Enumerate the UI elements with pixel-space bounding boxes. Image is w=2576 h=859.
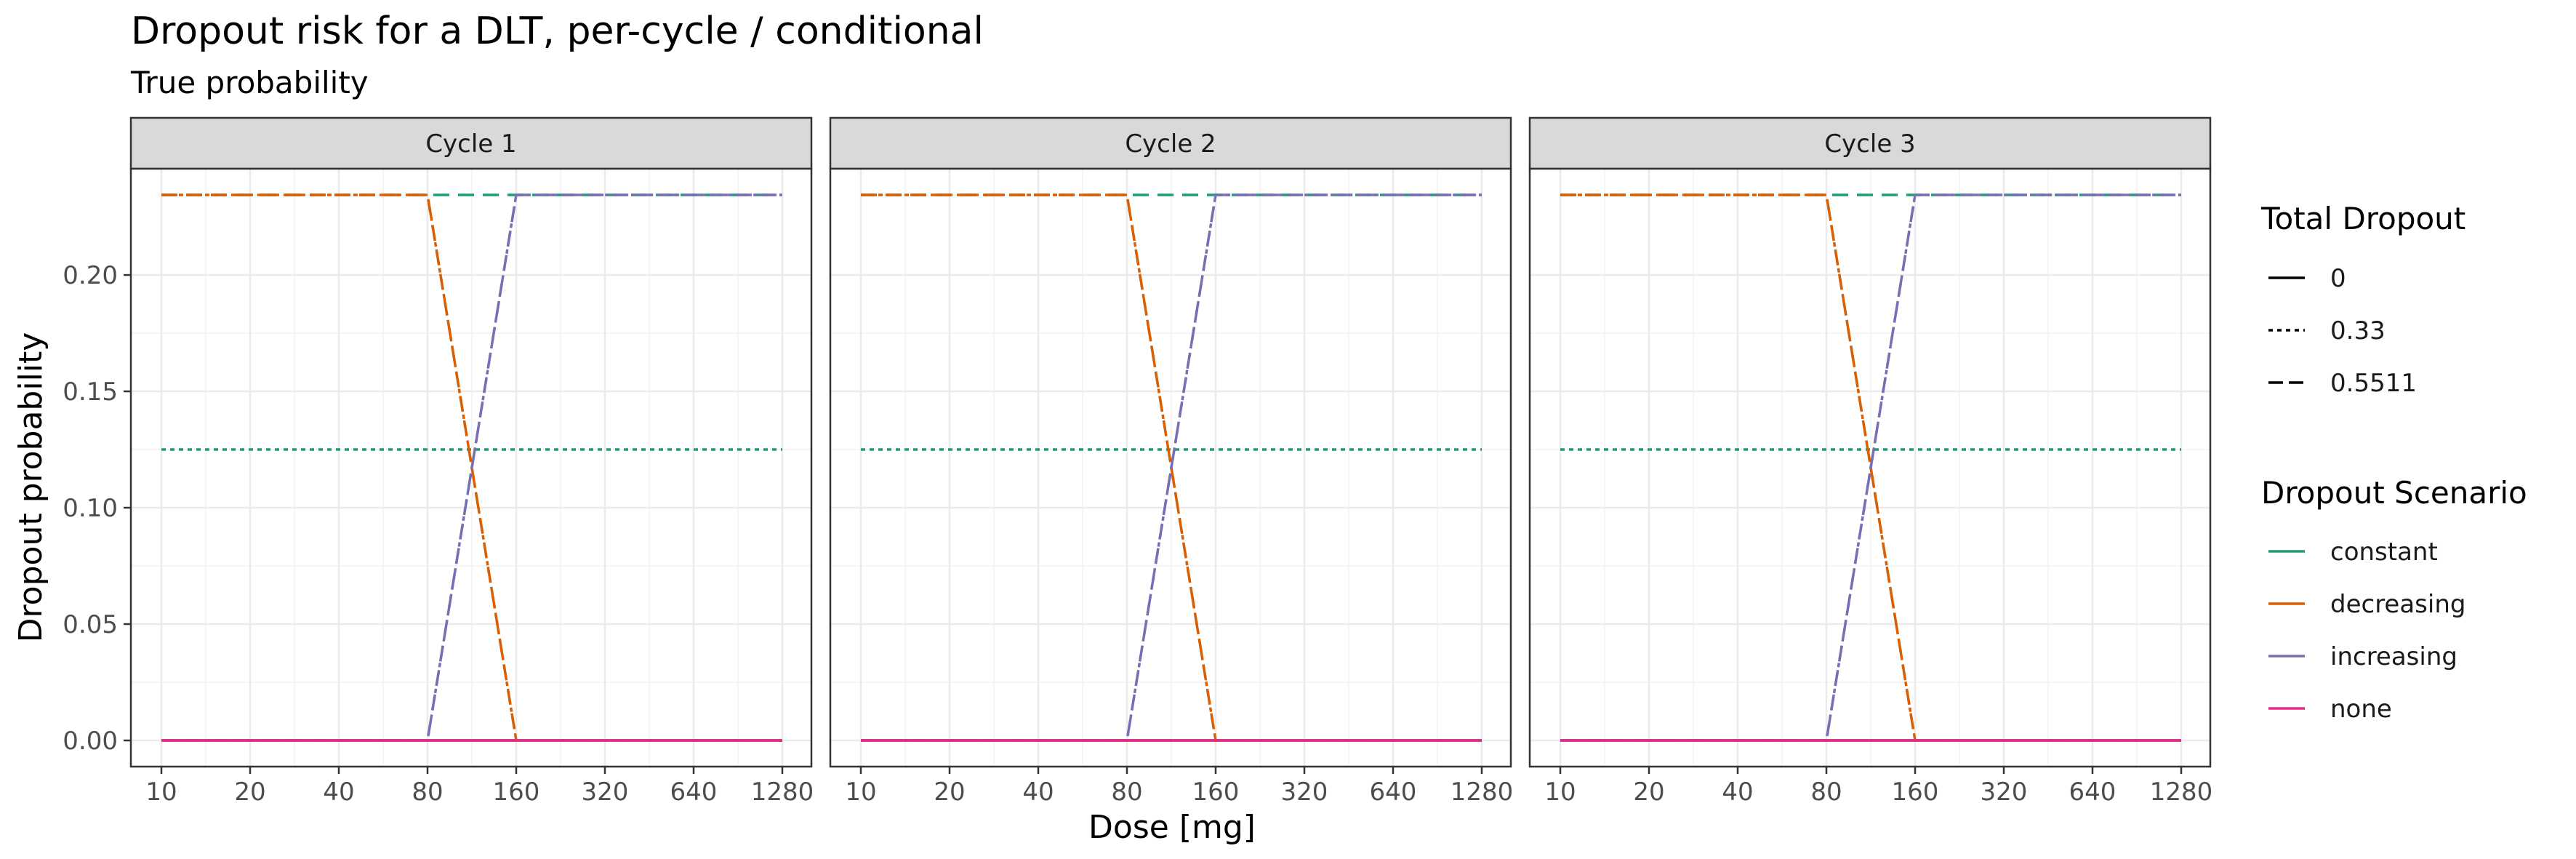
facet-strip xyxy=(129,116,813,170)
x-axis-title: Dose [mg] xyxy=(1088,809,1256,846)
x-tick-label: 80 xyxy=(1810,778,1842,807)
series-lines xyxy=(1560,193,2181,742)
x-tick-label: 160 xyxy=(493,778,540,807)
facet-panel: Cycle 2 10 20 40 80 160 320 640 1280 xyxy=(829,116,1513,807)
x-tick-label: 640 xyxy=(670,778,718,807)
x-tick-label: 1280 xyxy=(751,778,814,807)
facet-panel: Cycle 3 10 20 40 80 160 320 640 1280 xyxy=(1528,116,2212,807)
major-grid xyxy=(131,169,811,767)
x-axis: 10 20 40 80 160 320 640 1280 xyxy=(145,767,814,807)
y-axis-title: Dropout probability xyxy=(12,332,49,643)
x-axis: 10 20 40 80 160 320 640 1280 xyxy=(1544,767,2212,807)
x-tick-label: 640 xyxy=(2069,778,2116,807)
x-tick-label: 20 xyxy=(1633,778,1664,807)
panel-border xyxy=(129,167,813,768)
facet-panels: Cycle 1 10 20 40 80 160 320 640 1280 Cycle 2 10 20 4… xyxy=(129,116,2212,807)
y-axis: 0.00 0.05 0.10 0.15 0.20 xyxy=(63,261,131,756)
y-tick-label: 0.15 xyxy=(63,377,118,407)
y-tick-label: 0.00 xyxy=(63,727,118,756)
legend-group: Dropout Scenario constant decreasing increa… xyxy=(2261,475,2527,724)
x-tick-label: 40 xyxy=(1722,778,1753,807)
major-grid xyxy=(1530,169,2210,767)
x-tick-label: 40 xyxy=(323,778,354,807)
x-tick-label: 1280 xyxy=(2150,778,2213,807)
legend-label: none xyxy=(2330,695,2392,724)
facet-strip-label: Cycle 2 xyxy=(1125,129,1216,159)
x-tick-label: 80 xyxy=(412,778,443,807)
y-tick-label: 0.05 xyxy=(63,610,118,639)
x-tick-label: 20 xyxy=(234,778,265,807)
x-tick-label: 80 xyxy=(1111,778,1142,807)
x-tick-label: 10 xyxy=(1544,778,1576,807)
panel-border xyxy=(1528,167,2212,768)
legend-title: Total Dropout xyxy=(2260,201,2465,236)
legend-group: Total Dropout 0 0.33 0.5511 xyxy=(2260,201,2465,398)
legend: Total Dropout 0 0.33 0.5511 Dropout Scenario… xyxy=(2260,201,2527,724)
facet-strip-label: Cycle 1 xyxy=(425,129,516,159)
legend-label: 0 xyxy=(2330,264,2346,293)
y-tick-label: 0.10 xyxy=(63,494,118,523)
x-tick-label: 640 xyxy=(1370,778,1417,807)
legend-label: 0.33 xyxy=(2330,316,2386,345)
x-axis: 10 20 40 80 160 320 640 1280 xyxy=(845,767,1513,807)
legend-label: 0.5511 xyxy=(2330,369,2417,398)
x-tick-label: 40 xyxy=(1022,778,1054,807)
x-tick-label: 10 xyxy=(145,778,177,807)
x-tick-label: 1280 xyxy=(1450,778,1514,807)
chart-title: Dropout risk for a DLT, per-cycle / cond… xyxy=(131,9,984,53)
x-tick-label: 20 xyxy=(934,778,965,807)
series-lines xyxy=(161,193,782,742)
x-tick-label: 160 xyxy=(1892,778,1939,807)
panel-border xyxy=(829,167,1512,768)
legend-label: increasing xyxy=(2330,642,2457,671)
x-tick-label: 320 xyxy=(1981,778,2028,807)
x-tick-label: 320 xyxy=(582,778,629,807)
legend-label: constant xyxy=(2330,538,2438,567)
major-grid xyxy=(830,169,1511,767)
x-tick-label: 320 xyxy=(1281,778,1328,807)
chart-subtitle: True probability xyxy=(130,65,369,100)
series-lines xyxy=(861,193,1482,742)
facet-strip-label: Cycle 3 xyxy=(1824,129,1915,159)
y-tick-label: 0.20 xyxy=(63,261,118,290)
legend-title: Dropout Scenario xyxy=(2261,475,2527,511)
facet-strip xyxy=(829,116,1512,170)
x-tick-label: 160 xyxy=(1192,778,1240,807)
facet-panel: Cycle 1 10 20 40 80 160 320 640 1280 xyxy=(129,116,814,807)
legend-label: decreasing xyxy=(2330,590,2465,619)
x-tick-label: 10 xyxy=(845,778,876,807)
